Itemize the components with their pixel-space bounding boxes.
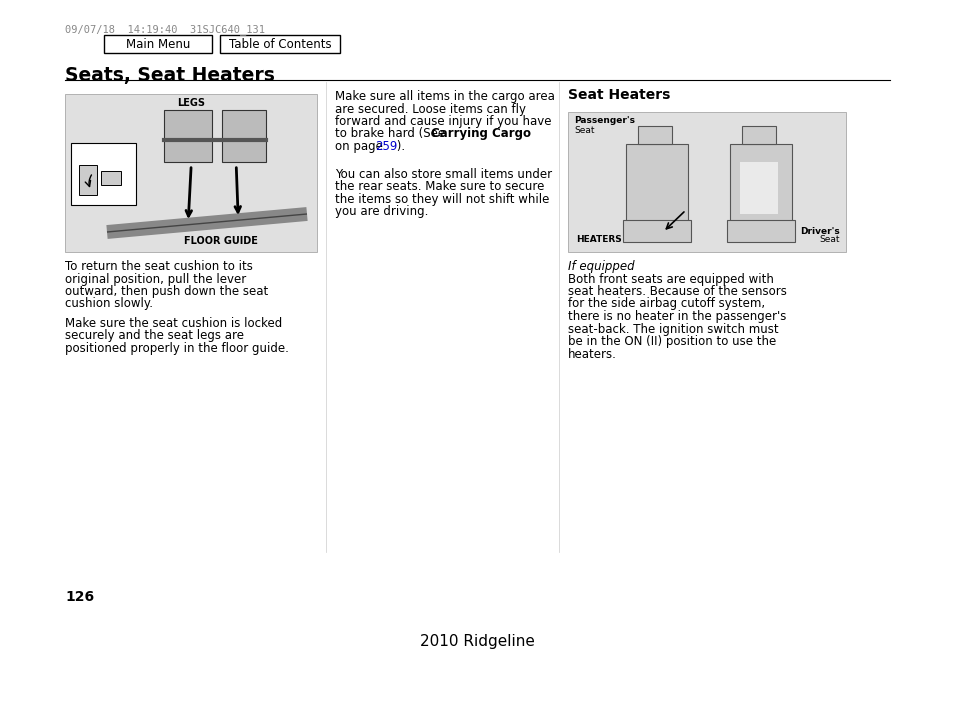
Bar (71, 143, 136, 204)
Text: heaters.: heaters. (567, 347, 617, 361)
Text: LEGS: LEGS (177, 98, 205, 108)
Text: Carrying Cargo: Carrying Cargo (431, 128, 531, 141)
Text: Seat: Seat (819, 235, 840, 244)
Text: Seats, Seat Heaters: Seats, Seat Heaters (65, 66, 274, 85)
Bar (726, 220, 794, 242)
Text: FLOOR GUIDE: FLOOR GUIDE (184, 236, 258, 246)
Text: Make sure all items in the cargo area: Make sure all items in the cargo area (335, 90, 555, 103)
Text: positioned properly in the floor guide.: positioned properly in the floor guide. (65, 342, 289, 355)
Text: be in the ON (II) position to use the: be in the ON (II) position to use the (567, 335, 776, 348)
Text: there is no heater in the passenger's: there is no heater in the passenger's (567, 310, 785, 323)
Text: forward and cause injury if you have: forward and cause injury if you have (335, 115, 551, 128)
Text: you are driving.: you are driving. (335, 205, 428, 218)
Text: the rear seats. Make sure to secure: the rear seats. Make sure to secure (335, 180, 544, 193)
Bar (638, 126, 671, 144)
Text: Main Menu: Main Menu (126, 38, 190, 50)
Text: the items so they will not shift while: the items so they will not shift while (335, 192, 549, 205)
Text: seat heaters. Because of the sensors: seat heaters. Because of the sensors (567, 285, 786, 298)
Bar (101, 170, 121, 185)
Text: 259: 259 (375, 140, 397, 153)
Text: are secured. Loose items can fly: are secured. Loose items can fly (335, 102, 525, 116)
Text: If equipped: If equipped (567, 260, 634, 273)
Bar (164, 110, 212, 162)
Text: 09/07/18  14:19:40  31SJC640_131: 09/07/18 14:19:40 31SJC640_131 (65, 24, 265, 35)
Bar (104, 35, 212, 53)
Text: 2010 Ridgeline: 2010 Ridgeline (419, 634, 534, 649)
Text: cushion slowly.: cushion slowly. (65, 297, 152, 310)
Text: ).: ). (393, 140, 405, 153)
Bar (622, 220, 690, 242)
Text: to brake hard (See: to brake hard (See (335, 128, 449, 141)
Bar (220, 35, 339, 53)
Bar (740, 162, 778, 214)
Text: HEATERS: HEATERS (576, 235, 621, 244)
Bar (729, 144, 791, 224)
Text: outward, then push down the seat: outward, then push down the seat (65, 285, 268, 298)
Text: Both front seats are equipped with: Both front seats are equipped with (567, 273, 773, 285)
Text: securely and the seat legs are: securely and the seat legs are (65, 329, 244, 342)
Bar (741, 126, 775, 144)
Text: To return the seat cushion to its: To return the seat cushion to its (65, 260, 253, 273)
Text: Passenger's: Passenger's (574, 116, 635, 125)
Text: 126: 126 (65, 590, 94, 604)
Text: Table of Contents: Table of Contents (229, 38, 331, 50)
Bar (222, 110, 266, 162)
Text: for the side airbag cutoff system,: for the side airbag cutoff system, (567, 297, 764, 310)
Bar (567, 112, 845, 252)
Text: You can also store small items under: You can also store small items under (335, 168, 552, 180)
Text: Make sure the seat cushion is locked: Make sure the seat cushion is locked (65, 317, 282, 330)
Text: Seat Heaters: Seat Heaters (567, 88, 670, 102)
Bar (625, 144, 687, 224)
Text: original position, pull the lever: original position, pull the lever (65, 273, 246, 285)
Text: Driver's: Driver's (800, 227, 840, 236)
Bar (65, 94, 316, 252)
Text: on page: on page (335, 140, 386, 153)
Text: seat-back. The ignition switch must: seat-back. The ignition switch must (567, 322, 778, 336)
Text: Seat: Seat (574, 126, 594, 135)
Bar (79, 165, 97, 195)
